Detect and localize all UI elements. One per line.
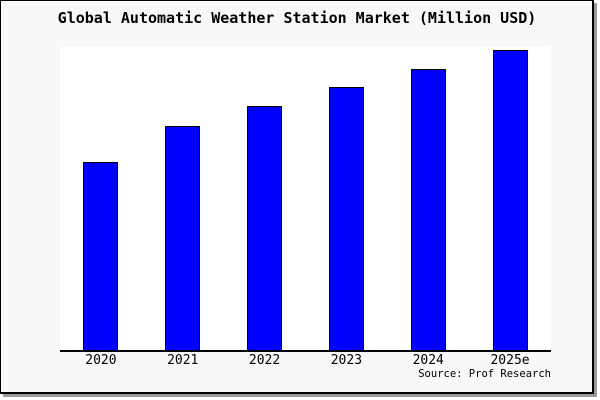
plot-area bbox=[60, 47, 551, 352]
bar-slot-2024 bbox=[387, 47, 469, 350]
bar-2024 bbox=[410, 68, 446, 350]
bar-slot-2020 bbox=[60, 47, 142, 350]
source-credit: Source: Prof Research bbox=[418, 368, 551, 380]
x-tick-label-2024: 2024 bbox=[412, 353, 444, 368]
bar-2021 bbox=[165, 125, 201, 350]
bar-slot-2021 bbox=[142, 47, 224, 350]
chart-title: Global Automatic Weather Station Market … bbox=[57, 9, 537, 27]
x-tick-label-2021: 2021 bbox=[167, 353, 199, 368]
bar-2020 bbox=[83, 161, 119, 350]
bar-2022 bbox=[247, 106, 283, 350]
bars-row bbox=[60, 47, 551, 350]
x-tick-label-2025e: 2025e bbox=[490, 353, 530, 368]
bar-slot-2022 bbox=[224, 47, 306, 350]
bar-slot-2025e bbox=[469, 47, 551, 350]
x-axis-ticks: 2020 2021 2022 2023 2024 2025e bbox=[60, 354, 551, 368]
x-tick-label-2023: 2023 bbox=[330, 353, 363, 368]
bar-2023 bbox=[328, 86, 364, 350]
x-tick-label-2022: 2022 bbox=[248, 353, 281, 368]
bar-2025e bbox=[492, 50, 528, 350]
bar-slot-2023 bbox=[305, 47, 387, 350]
x-tick-label-2020: 2020 bbox=[85, 353, 117, 368]
